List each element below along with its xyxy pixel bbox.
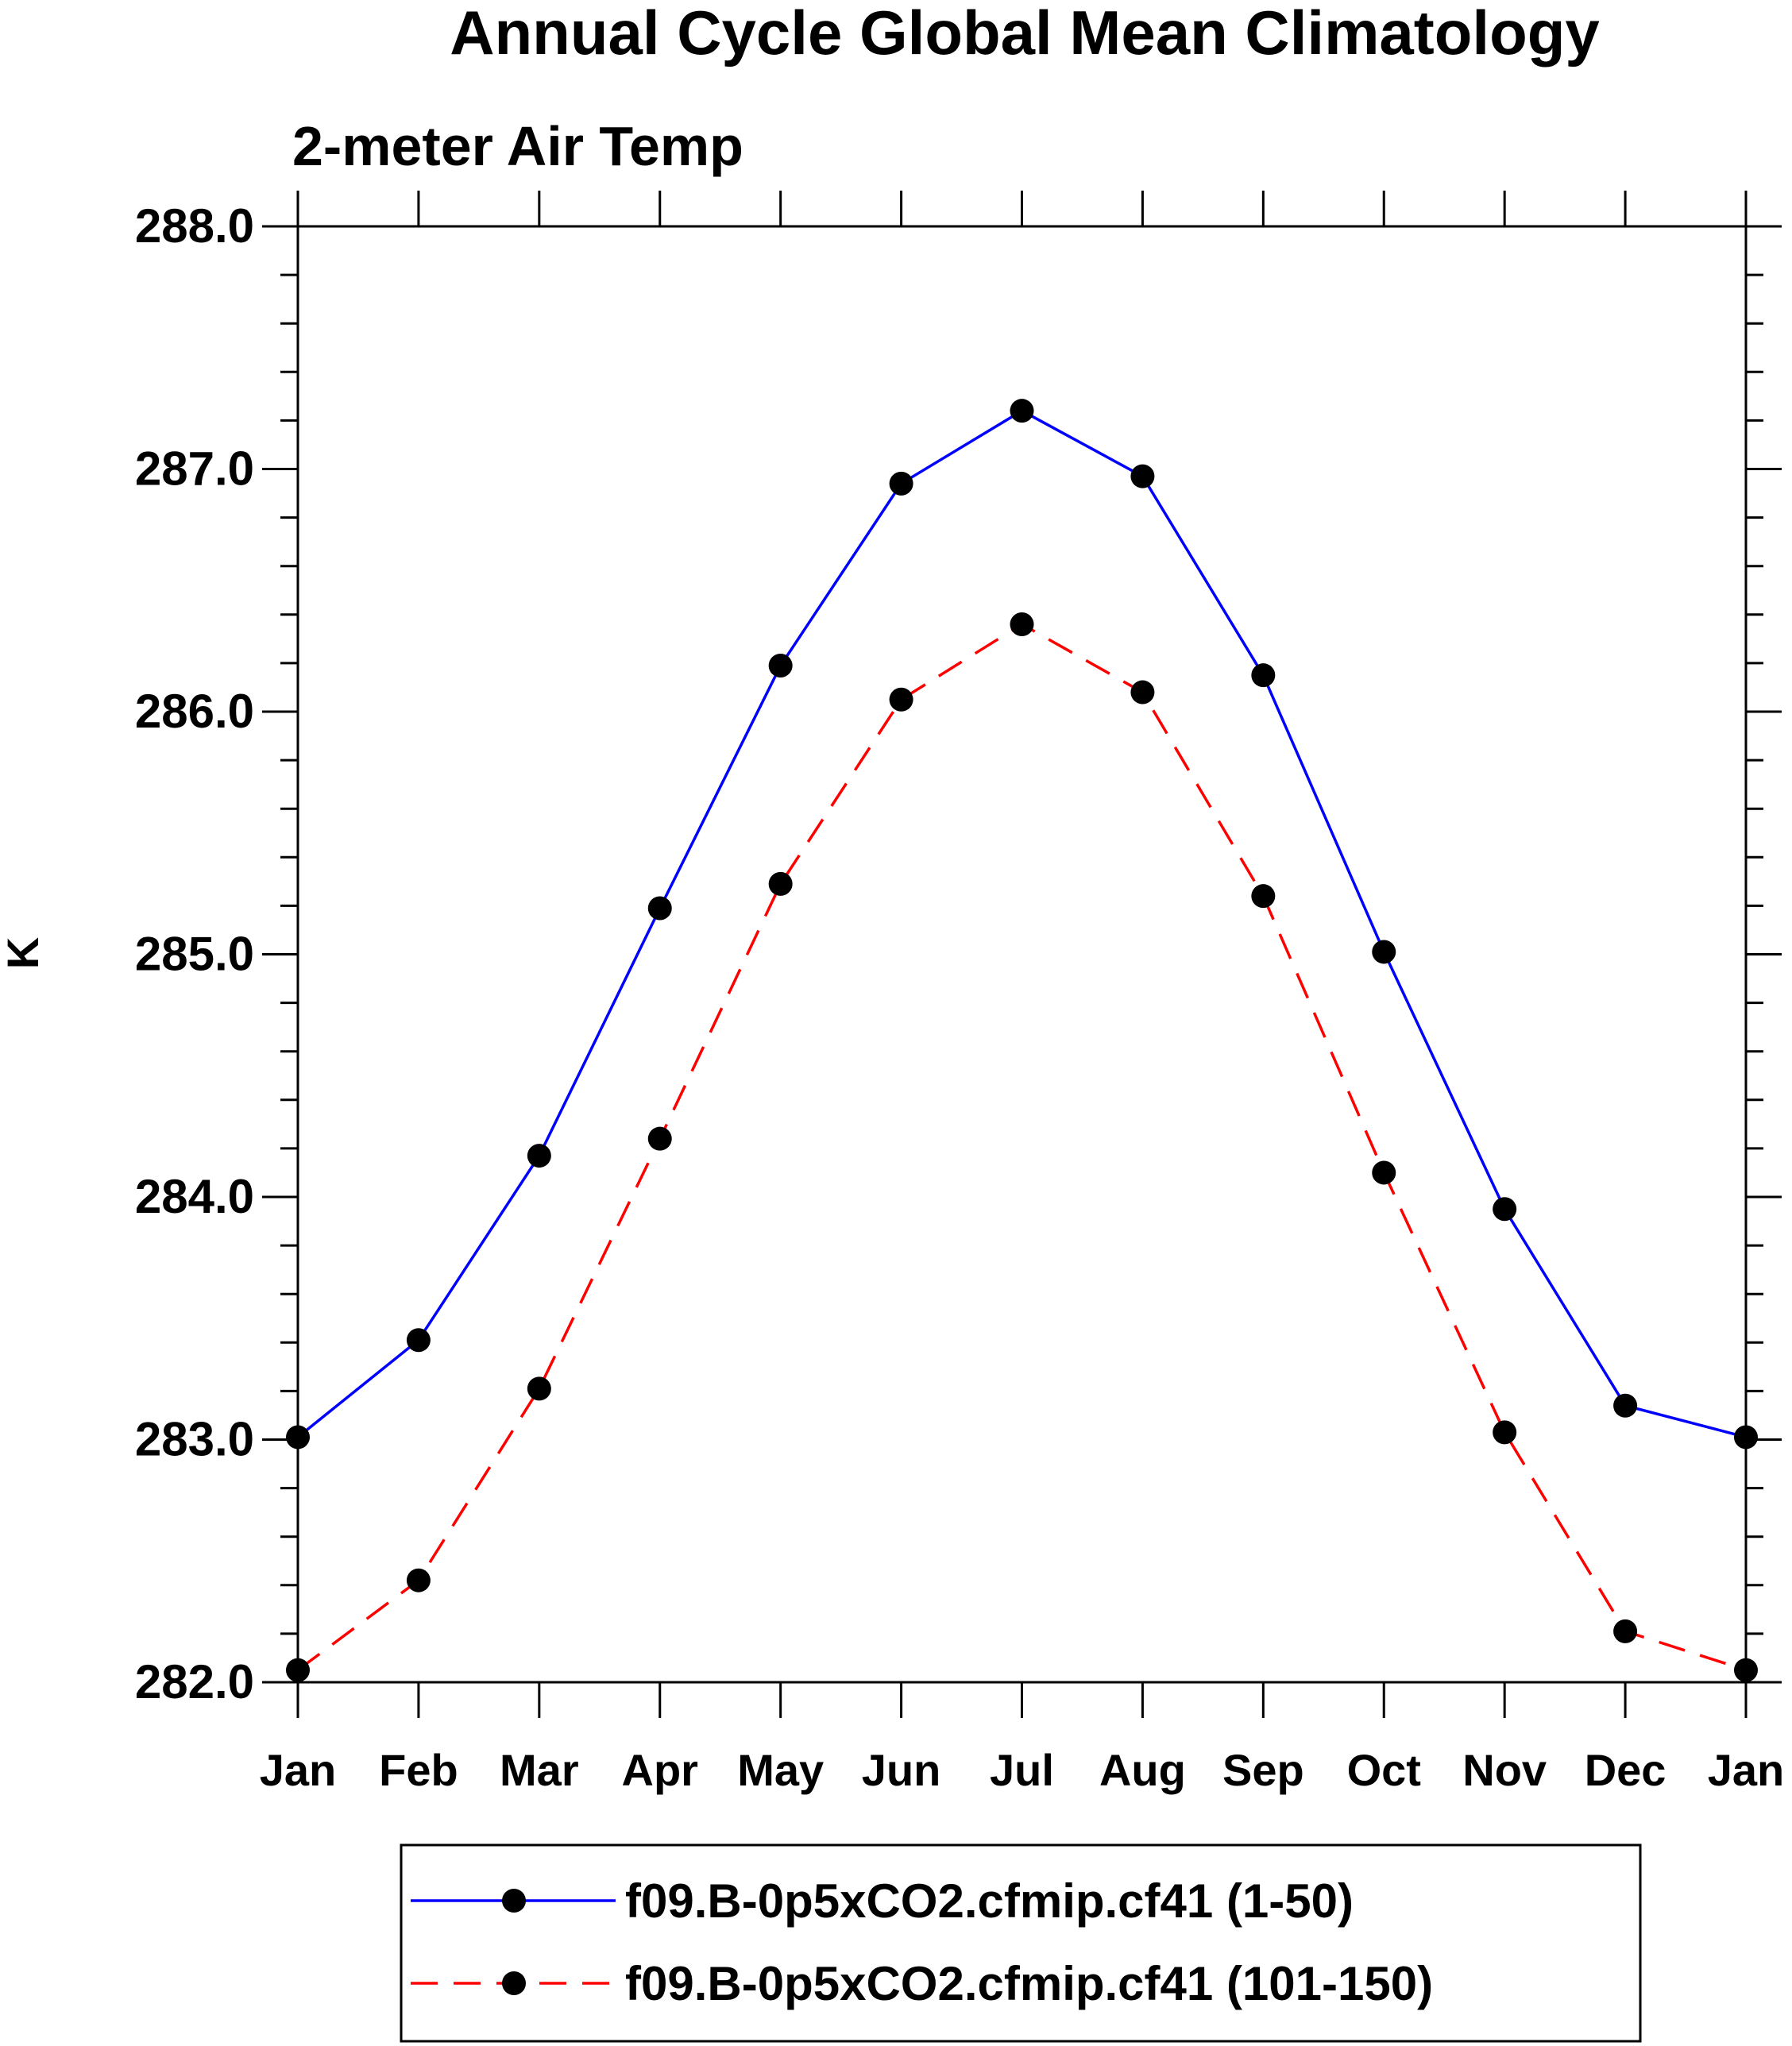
legend-box (400, 1843, 1642, 2043)
series-2 (286, 612, 1758, 1682)
data-point (647, 1126, 672, 1151)
data-point (1613, 1393, 1638, 1418)
data-point (286, 1425, 310, 1450)
chart-title: Annual Cycle Global Mean Climatology (450, 0, 1600, 68)
data-point (1130, 464, 1155, 488)
data-point (527, 1376, 551, 1401)
data-point (1010, 399, 1034, 423)
data-point (1493, 1197, 1517, 1222)
data-point (889, 471, 913, 496)
data-point (1493, 1420, 1517, 1445)
series-line-1 (296, 409, 1747, 1439)
x-tick-label: Jun (862, 1745, 941, 1795)
data-point (1734, 1425, 1758, 1450)
x-tick-label: Jul (990, 1745, 1054, 1795)
data-point (406, 1328, 431, 1353)
x-tick-label: Mar (500, 1745, 579, 1795)
legend-label-2: f09.B-0p5xCO2.cfmip.cf41 (101-150) (625, 1957, 1433, 2010)
x-tick-label: Jan (260, 1745, 337, 1795)
legend: f09.B-0p5xCO2.cfmip.cf41 (1-50) f09.B-0p5… (400, 1843, 1642, 2043)
y-axis-label: K (0, 937, 48, 969)
legend-label-1: f09.B-0p5xCO2.cfmip.cf41 (1-50) (625, 1874, 1354, 1928)
y-tick-label: 288.0 (135, 199, 254, 253)
x-tick-label: Sep (1222, 1745, 1304, 1795)
data-point (406, 1568, 431, 1592)
x-tick-label: Nov (1462, 1745, 1547, 1795)
series-line-2 (296, 622, 1747, 1672)
data-point (1734, 1658, 1758, 1682)
x-tick-label: Apr (622, 1745, 698, 1795)
x-tick-label: Oct (1347, 1745, 1421, 1795)
data-point (1130, 680, 1155, 705)
y-tick-label: 283.0 (135, 1413, 254, 1466)
y-tick-label: 287.0 (135, 442, 254, 496)
x-tick-label: Jan (1708, 1745, 1785, 1795)
y-tick-label: 282.0 (135, 1655, 254, 1708)
data-point (1010, 612, 1034, 637)
data-point (768, 653, 793, 677)
data-point (768, 871, 793, 896)
x-tick-label: May (737, 1745, 824, 1795)
data-point (286, 1658, 310, 1682)
x-axis-ticks: Jan Feb Mar Apr May Jun Jul Aug Sep Oct Nov Dec Jan (260, 191, 1785, 1795)
y-tick-label: 285.0 (135, 928, 254, 981)
data-point (1372, 940, 1396, 964)
data-point (647, 896, 672, 921)
data-point (1372, 1160, 1396, 1185)
data-point (1613, 1619, 1638, 1643)
y-tick-label: 286.0 (135, 685, 254, 738)
x-tick-label: Aug (1099, 1745, 1186, 1795)
y-tick-label: 284.0 (135, 1170, 254, 1223)
plot-frame (296, 225, 1748, 1684)
x-tick-label: Feb (379, 1745, 458, 1795)
x-tick-label: Dec (1585, 1745, 1666, 1795)
data-point (1251, 884, 1276, 909)
chart-subtitle: 2-meter Air Temp (292, 115, 743, 177)
data-point (1251, 663, 1276, 688)
data-point (527, 1144, 551, 1168)
data-point (889, 687, 913, 712)
plot-border (296, 225, 1748, 1684)
series-1 (286, 399, 1758, 1450)
series-layer (286, 399, 1758, 1682)
legend-marker-2 (502, 1971, 526, 1995)
legend-marker-1 (502, 1889, 526, 1913)
y-axis-ticks: 282.0 283.0 284.0 285.0 286.0 287.0 288.0 (135, 199, 1782, 1708)
